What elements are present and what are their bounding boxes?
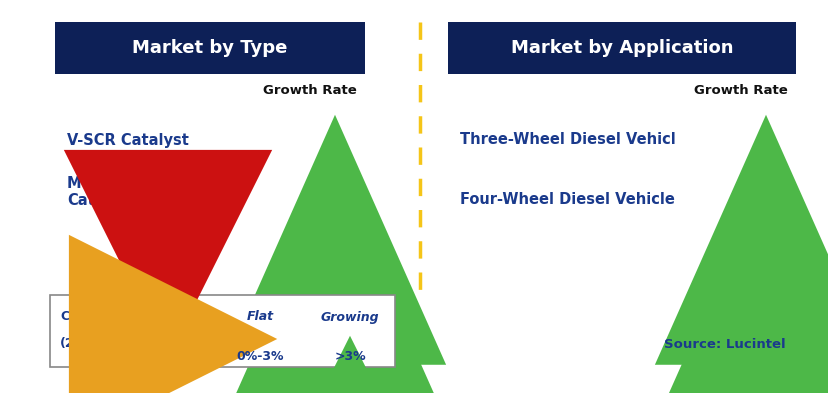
FancyBboxPatch shape <box>55 22 364 74</box>
Text: Four-Wheel Diesel Vehicle: Four-Wheel Diesel Vehicle <box>460 193 674 208</box>
FancyBboxPatch shape <box>50 295 394 367</box>
Text: Negative: Negative <box>137 310 200 323</box>
Text: Growth Rate: Growth Rate <box>263 83 357 97</box>
Text: >3%: >3% <box>334 351 365 364</box>
Text: Growing: Growing <box>320 310 379 323</box>
Text: Growth Rate: Growth Rate <box>693 83 787 97</box>
Text: V-SCR Catalyst: V-SCR Catalyst <box>67 132 189 147</box>
Text: Molecular Sieve SCR
Catalyst: Molecular Sieve SCR Catalyst <box>67 176 235 208</box>
Text: Three-Wheel Diesel Vehicl⁠: Three-Wheel Diesel Vehicl⁠ <box>460 132 675 147</box>
Text: (2024-30):: (2024-30): <box>60 336 134 349</box>
Text: Flat: Flat <box>246 310 273 323</box>
Text: Source: Lucintel: Source: Lucintel <box>663 338 785 351</box>
FancyBboxPatch shape <box>447 22 795 74</box>
Text: Market by Type: Market by Type <box>132 39 287 57</box>
Text: <0%: <0% <box>152 340 184 353</box>
Text: Market by Application: Market by Application <box>510 39 732 57</box>
Text: 0%-3%: 0%-3% <box>236 351 283 364</box>
Text: CAGR: CAGR <box>60 310 99 323</box>
